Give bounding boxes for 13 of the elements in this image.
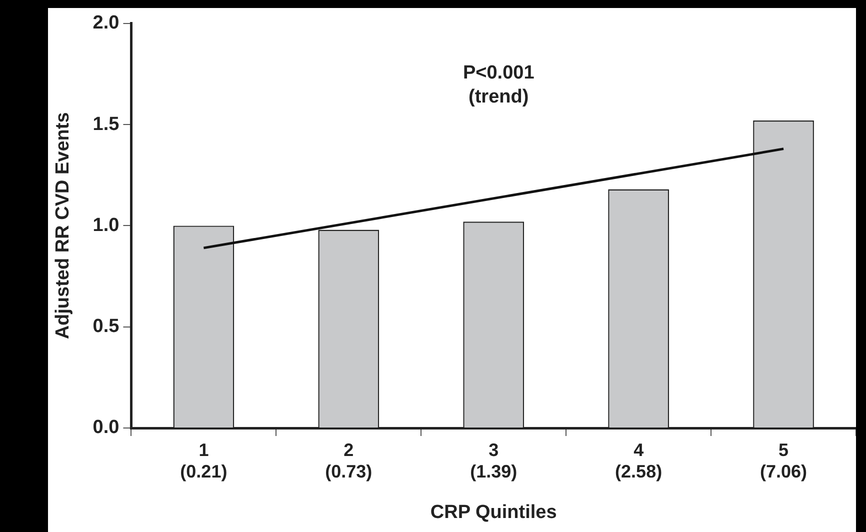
y-tick-label: 2.0 <box>92 12 120 34</box>
y-tick-label: 0.5 <box>92 316 120 338</box>
y-axis-title: Adjusted RR CVD Events <box>52 112 74 340</box>
x-tick-label: 1 (0.21) <box>180 440 228 482</box>
x-axis-title: CRP Quintiles <box>430 502 557 523</box>
x-tick-label: 4 (2.58) <box>615 440 662 482</box>
x-tick-label: 5 (7.06) <box>760 440 808 482</box>
x-tick-label: 3 (1.39) <box>470 440 518 482</box>
y-tick-label: 1.0 <box>92 214 120 236</box>
annotation: P<0.001 (trend) <box>462 62 535 108</box>
y-tick-label: 0.0 <box>92 417 120 438</box>
y-tick-label: 1.5 <box>92 114 120 135</box>
x-tick-label: 2 (0.73) <box>325 440 372 482</box>
